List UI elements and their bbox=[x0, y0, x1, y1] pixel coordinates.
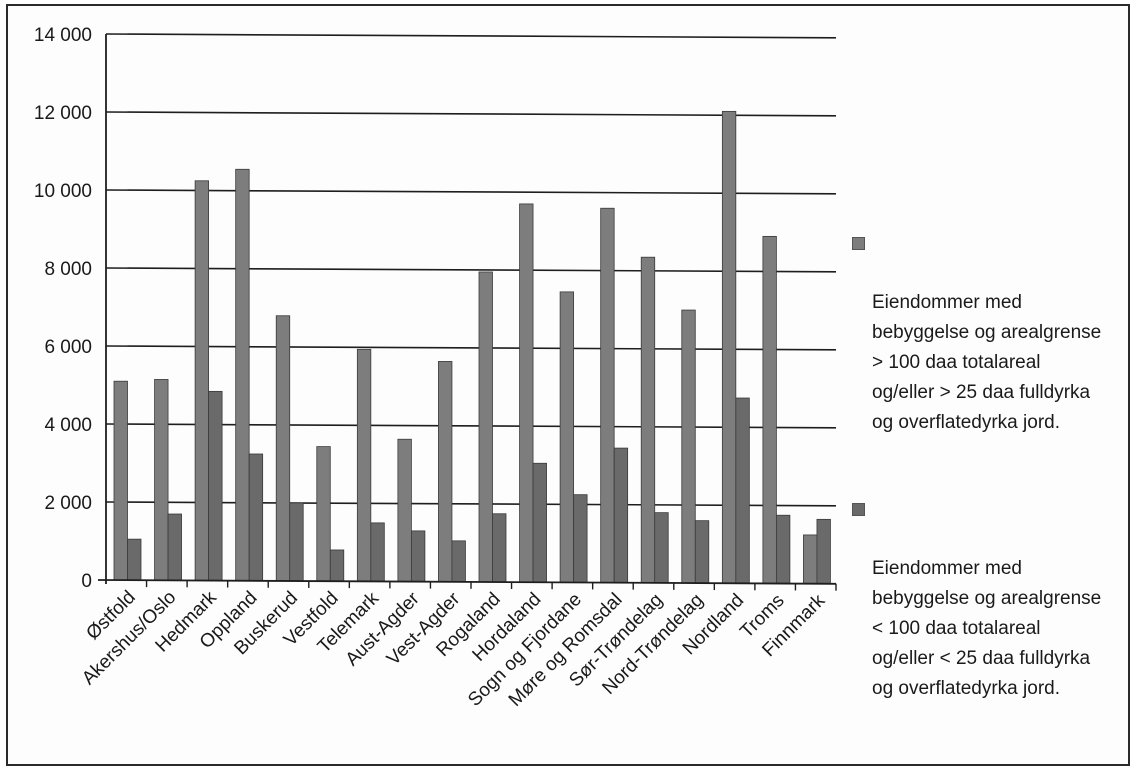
bar-small-properties bbox=[492, 513, 507, 583]
bar-large-properties bbox=[640, 256, 656, 584]
bar-large-properties bbox=[762, 235, 777, 584]
bar-large-properties bbox=[559, 291, 575, 583]
bar-small-properties bbox=[613, 447, 629, 584]
gridline bbox=[105, 33, 837, 39]
y-tick-label: 6 000 bbox=[44, 337, 92, 358]
y-tick-label: 2 000 bbox=[44, 493, 92, 514]
bar-small-properties bbox=[532, 462, 547, 583]
bar-small-properties bbox=[654, 512, 669, 584]
bar-small-properties bbox=[127, 538, 142, 581]
bar-small-properties bbox=[248, 453, 264, 582]
bar-large-properties bbox=[235, 168, 250, 582]
bar-small-properties bbox=[370, 522, 385, 582]
legend-swatch-small bbox=[852, 503, 865, 516]
bar-small-properties bbox=[573, 494, 588, 583]
bar-small-properties bbox=[694, 520, 710, 584]
y-tick-label: 12 000 bbox=[34, 103, 92, 124]
gridline bbox=[105, 267, 837, 273]
y-tick-label: 4 000 bbox=[44, 415, 92, 436]
bar-small-properties bbox=[816, 518, 831, 585]
gridline bbox=[105, 501, 837, 507]
y-axis-tick-labels: 0 2 000 4 000 6 000 8 000 10 000 12 000 14 000 bbox=[34, 25, 92, 592]
bar-large-properties bbox=[316, 446, 331, 582]
bar-small-properties bbox=[289, 502, 304, 582]
x-axis-line bbox=[97, 579, 837, 585]
y-tick-label: 10 000 bbox=[34, 181, 92, 202]
axes bbox=[97, 34, 837, 591]
bar-small-properties bbox=[208, 390, 223, 581]
gridline bbox=[105, 189, 837, 195]
bar-small-properties bbox=[451, 540, 466, 583]
bar-large-properties bbox=[721, 110, 737, 584]
legend-label-large: Eiendommer med bebyggelse og arealgrense… bbox=[872, 292, 1102, 433]
bar-large-properties bbox=[397, 438, 412, 582]
bar-large-properties bbox=[275, 315, 291, 582]
bar-small-properties bbox=[329, 549, 345, 582]
bar-large-properties bbox=[478, 271, 493, 583]
legend-entry-large-properties: Eiendommer med bebyggelse og arealgrense… bbox=[850, 228, 1138, 438]
y-tick-label: 8 000 bbox=[44, 259, 92, 280]
bar-large-properties bbox=[113, 380, 128, 581]
bar-large-properties bbox=[194, 180, 210, 581]
gridline bbox=[105, 423, 837, 429]
bar-large-properties bbox=[438, 361, 453, 583]
legend-label-small: Eiendommer med bebyggelse og arealgrense… bbox=[872, 558, 1102, 699]
bar-small-properties bbox=[735, 397, 750, 584]
x-axis-category-labels: ØstfoldAkershus/OsloHedmarkOpplandBusker… bbox=[78, 587, 829, 711]
bar-large-properties bbox=[154, 379, 169, 581]
grid-lines bbox=[105, 33, 837, 507]
bar-large-properties bbox=[519, 203, 534, 583]
bar-small-properties bbox=[167, 513, 182, 581]
bar-small-properties bbox=[410, 530, 426, 582]
bar-small-properties bbox=[775, 514, 791, 584]
bar-large-properties bbox=[681, 309, 696, 584]
gridline bbox=[105, 111, 837, 117]
y-tick-label: 14 000 bbox=[34, 25, 92, 46]
bar-large-properties bbox=[803, 534, 818, 585]
gridline bbox=[105, 345, 837, 351]
legend-swatch-large bbox=[852, 237, 865, 250]
legend-entry-small-properties: Eiendommer med bebyggelse og arealgrense… bbox=[850, 494, 1138, 704]
legend: Eiendommer med bebyggelse og arealgrense… bbox=[850, 228, 1138, 760]
y-tick-label: 0 bbox=[81, 571, 92, 592]
bar-large-properties bbox=[356, 348, 372, 582]
bar-large-properties bbox=[600, 207, 615, 584]
